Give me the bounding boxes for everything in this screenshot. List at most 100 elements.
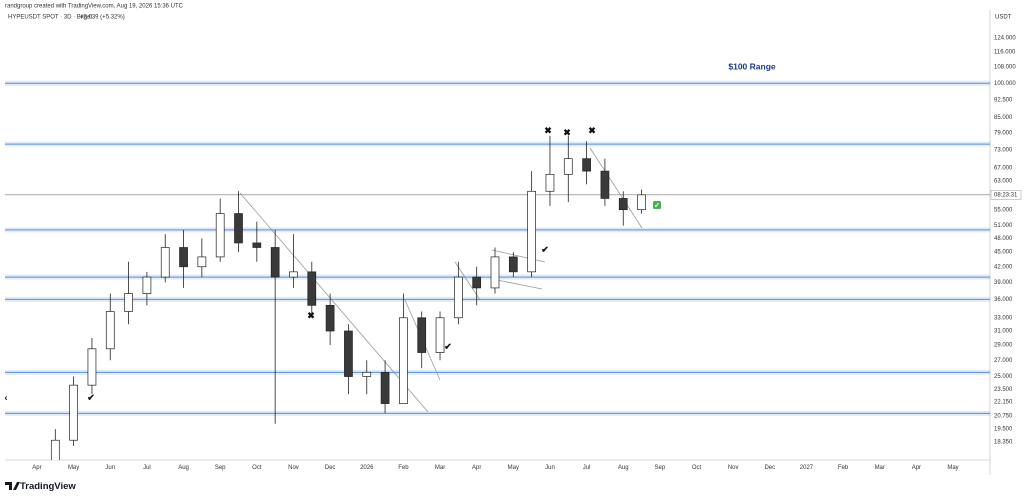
y-tick-label: 85.000	[994, 115, 1013, 121]
x-tick-label: Mar	[875, 465, 885, 471]
candle-body	[454, 276, 463, 319]
candle-body	[124, 293, 133, 312]
y-tick-label: 31.000	[994, 329, 1013, 335]
trend-line	[491, 249, 546, 263]
candle-body	[472, 276, 482, 289]
candle-body	[179, 247, 188, 268]
x-mark: ✖	[307, 310, 315, 320]
x-tick-label: Feb	[398, 465, 409, 471]
check-mark: ✔	[87, 392, 95, 402]
x-tick-label: 2026	[360, 465, 374, 471]
x-tick-label: Mar	[435, 465, 445, 471]
y-tick-label: 63.000	[994, 179, 1013, 185]
candle-body	[87, 348, 97, 386]
y-tick-label: 33.000	[994, 315, 1013, 321]
candle-body	[637, 194, 646, 211]
x-tick-label: Aug	[618, 465, 629, 471]
candle-body	[399, 317, 408, 404]
x-tick-label: Oct	[252, 465, 262, 471]
candle-body	[160, 247, 170, 278]
trend-line	[496, 279, 543, 290]
x-tick-label: Jun	[545, 465, 555, 471]
x-tick-label: Nov	[288, 465, 299, 471]
x-tick-label: Jul	[583, 465, 591, 471]
y-tick-label: 108.000	[994, 64, 1016, 70]
x-tick-label: Aug	[178, 465, 189, 471]
candle-body	[618, 198, 628, 211]
y-tick-label: 27.000	[994, 358, 1013, 364]
y-tick-label: 48.000	[994, 236, 1013, 242]
y-tick-label: 51.000	[994, 223, 1013, 229]
x-tick-label: 2027	[800, 465, 814, 471]
candle-body	[215, 213, 225, 258]
check-mark: ✔	[444, 341, 452, 351]
candle-body	[325, 304, 335, 332]
candle-body	[362, 371, 372, 377]
candle-body	[545, 173, 555, 192]
candle-body	[380, 371, 390, 404]
x-tick-label: Apr	[472, 465, 481, 471]
y-tick-label: 42.000	[994, 264, 1013, 270]
x-mark: ✖	[544, 125, 552, 135]
x-tick-label: Jun	[105, 465, 115, 471]
brand-logo[interactable]: TradingView	[5, 481, 76, 492]
countdown-label: 08:23:31	[994, 192, 1018, 198]
candle-body	[527, 190, 536, 273]
x-tick-label: May	[68, 465, 79, 471]
y-tick-label: 73.000	[994, 147, 1013, 153]
y-tick-label: 45.000	[994, 250, 1013, 256]
y-tick-label: 79.000	[994, 131, 1013, 137]
green-check-box	[653, 201, 661, 209]
candle-body	[307, 271, 317, 306]
scroll-arrow[interactable]: ‹	[5, 392, 8, 402]
x-tick-label: Dec	[325, 465, 336, 471]
candle-body	[50, 439, 60, 460]
x-tick-label: Jul	[143, 465, 151, 471]
x-tick-label: Feb	[838, 465, 849, 471]
y-tick-label: 36.000	[994, 297, 1013, 303]
y-tick-label: 18.350	[994, 440, 1013, 446]
y-tick-label: 23.500	[994, 387, 1013, 393]
y-tick-label: 22.150	[994, 400, 1013, 406]
x-tick-label: Sep	[655, 465, 666, 471]
x-tick-label: May	[508, 465, 519, 471]
y-tick-label: 67.000	[994, 166, 1013, 172]
y-tick-label: 19.500	[994, 427, 1013, 433]
candle-body	[417, 317, 427, 353]
x-tick-label: Dec	[764, 465, 775, 471]
price-tag	[990, 190, 1022, 200]
credit: randgroup created with TradingView.com, …	[5, 4, 184, 10]
y-tick-label: 92.500	[994, 97, 1013, 103]
range-annotation: $100 Range	[728, 61, 776, 71]
candle-body	[490, 256, 500, 289]
y-tick-label: 124.000	[994, 35, 1016, 41]
candle-body	[270, 247, 280, 278]
x-mark: ✖	[588, 125, 596, 135]
x-tick-label: Apr	[32, 465, 41, 471]
trend-line	[589, 147, 643, 229]
x-mark: ✖	[563, 127, 571, 137]
trend-line	[454, 261, 481, 301]
candle-body	[105, 311, 115, 350]
green-check: ✓	[654, 202, 660, 209]
y-tick-label: 39.000	[994, 280, 1013, 286]
x-tick-label: Sep	[215, 465, 226, 471]
brand-icon	[5, 482, 20, 490]
candle-body	[234, 213, 243, 244]
y-tick-label: 116.000	[994, 49, 1016, 55]
candle-body	[252, 242, 262, 248]
candle-body	[435, 317, 445, 353]
candle-body	[197, 256, 207, 268]
symbol-title: HYPEUSDT SPOT · 3D · Bitget	[8, 15, 92, 21]
candle-body	[69, 384, 78, 441]
candle-body	[142, 276, 152, 294]
candle-body	[508, 256, 518, 273]
currency-label: USDT	[995, 15, 1012, 21]
change-label: +3.039 (+5.32%)	[80, 15, 125, 21]
y-tick-label: 25.000	[994, 374, 1013, 380]
x-tick-label: Oct	[692, 465, 702, 471]
x-tick-label: May	[947, 465, 958, 471]
candle-body	[289, 271, 298, 278]
y-tick-label: 20.750	[994, 414, 1013, 420]
